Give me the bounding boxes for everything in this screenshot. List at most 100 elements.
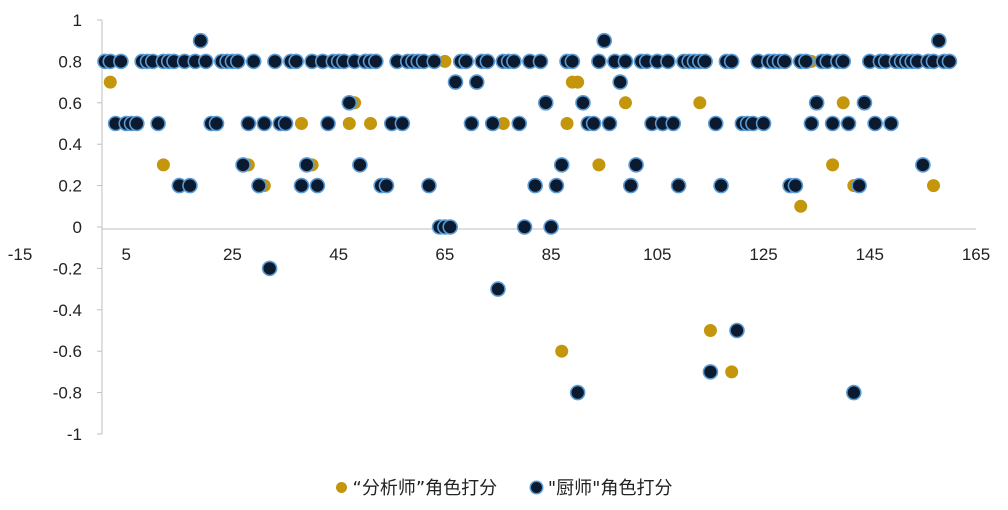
chef-point — [617, 53, 634, 70]
chef-point — [702, 364, 719, 380]
analyst-point — [725, 365, 739, 379]
legend-swatch-chef — [530, 481, 542, 493]
chef-point — [808, 95, 825, 111]
legend-label-analyst: “分析师”角色打分 — [352, 478, 498, 499]
analyst-point — [836, 96, 850, 110]
chef-point — [803, 115, 820, 132]
analyst-point — [294, 117, 308, 130]
x-tick-label: 85 — [542, 245, 561, 264]
chef-point — [293, 177, 310, 194]
chef-point — [665, 115, 682, 132]
chef-point — [182, 177, 198, 194]
analyst-point — [364, 117, 378, 130]
chef-point — [835, 53, 852, 70]
chef-point — [798, 53, 814, 70]
x-tick-label: 45 — [329, 245, 348, 264]
chef-point — [516, 219, 533, 235]
chef-point — [490, 281, 506, 297]
chef-point — [575, 95, 591, 111]
analyst-point — [571, 75, 585, 89]
chef-point — [267, 53, 283, 70]
chef-point — [697, 53, 713, 70]
chef-point — [612, 74, 628, 90]
chef-point — [192, 32, 209, 49]
x-tick-label: -15 — [8, 245, 33, 264]
chef-point — [569, 384, 586, 401]
chef-point — [277, 115, 294, 132]
chef-point — [931, 32, 947, 49]
chef-point — [670, 177, 687, 194]
analyst-point — [927, 179, 941, 193]
chef-point — [447, 74, 464, 90]
legend-item-analyst: “分析师”角色打分 — [335, 474, 498, 500]
analyst-point — [496, 117, 510, 130]
chef-point — [628, 157, 644, 173]
chef-point — [537, 95, 554, 111]
chef-point — [341, 95, 358, 111]
chef-point — [256, 115, 273, 132]
chef-point — [856, 95, 873, 111]
chef-point — [660, 53, 676, 70]
chef-point — [729, 322, 745, 339]
x-tick-label: 25 — [223, 245, 242, 264]
chef-point — [198, 53, 214, 70]
analyst-point — [693, 96, 707, 110]
chef-point — [883, 115, 899, 132]
x-tick-label: 145 — [856, 245, 884, 264]
chef-point — [707, 115, 724, 132]
chef-point — [421, 177, 437, 194]
chef-point — [426, 53, 443, 70]
analyst-point — [555, 344, 569, 358]
chef-point — [553, 157, 570, 173]
chef-point — [458, 53, 474, 70]
chef-point — [548, 177, 565, 194]
legend-swatch-analyst — [335, 481, 347, 493]
x-tick-label: 5 — [121, 245, 130, 264]
series-analyst — [103, 54, 941, 379]
chef-point — [506, 53, 522, 70]
axes — [97, 19, 976, 435]
x-tick-label: 65 — [435, 245, 454, 264]
chef-point — [543, 219, 559, 235]
chef-point — [601, 115, 618, 132]
chef-point — [532, 53, 549, 70]
y-tick-label: 1 — [73, 11, 82, 30]
chef-point — [245, 53, 262, 70]
chef-point — [591, 53, 607, 70]
chef-point — [150, 115, 166, 132]
tick-labels: -1 -0.8 -0.6 -0.4 -0.2 0 0.2 0.4 0.6 0.8 1 -15 5 25 45… — [8, 11, 990, 444]
chef-point — [113, 53, 129, 70]
y-tick-label: 0.2 — [58, 177, 82, 196]
analyst-point — [103, 75, 117, 89]
chef-point — [915, 157, 931, 173]
y-tick-label: 0.4 — [58, 135, 82, 154]
chef-point — [309, 177, 326, 194]
chef-point — [867, 115, 883, 132]
chef-point — [840, 115, 857, 132]
analyst-point — [560, 117, 574, 130]
analyst-point — [156, 158, 170, 172]
analyst-point — [592, 158, 606, 172]
x-tick-label: 105 — [643, 245, 671, 264]
analyst-point — [342, 117, 356, 130]
legend: “分析师”角色打分 "厨师"角色打分 — [0, 474, 1008, 500]
y-tick-label: -0.8 — [53, 384, 82, 403]
chef-point — [394, 115, 411, 132]
chef-point — [596, 32, 613, 49]
chef-point — [479, 53, 496, 70]
chef-point — [776, 53, 793, 70]
chef-point — [755, 115, 772, 132]
chef-point — [527, 177, 543, 194]
chef-point — [261, 260, 278, 277]
chef-point — [511, 115, 528, 132]
chef-point — [240, 115, 257, 132]
scatter-chart: -1 -0.8 -0.6 -0.4 -0.2 0 0.2 0.4 0.6 0.8 1 -15 5 25 45… — [8, 11, 990, 444]
chef-point — [468, 74, 485, 90]
chef-point — [288, 53, 304, 70]
chef-point — [378, 177, 395, 194]
chef-point — [851, 177, 867, 194]
legend-item-chef: "厨师"角色打分 — [530, 474, 672, 500]
chef-point — [564, 53, 581, 70]
y-tick-label: -0.2 — [53, 259, 82, 278]
